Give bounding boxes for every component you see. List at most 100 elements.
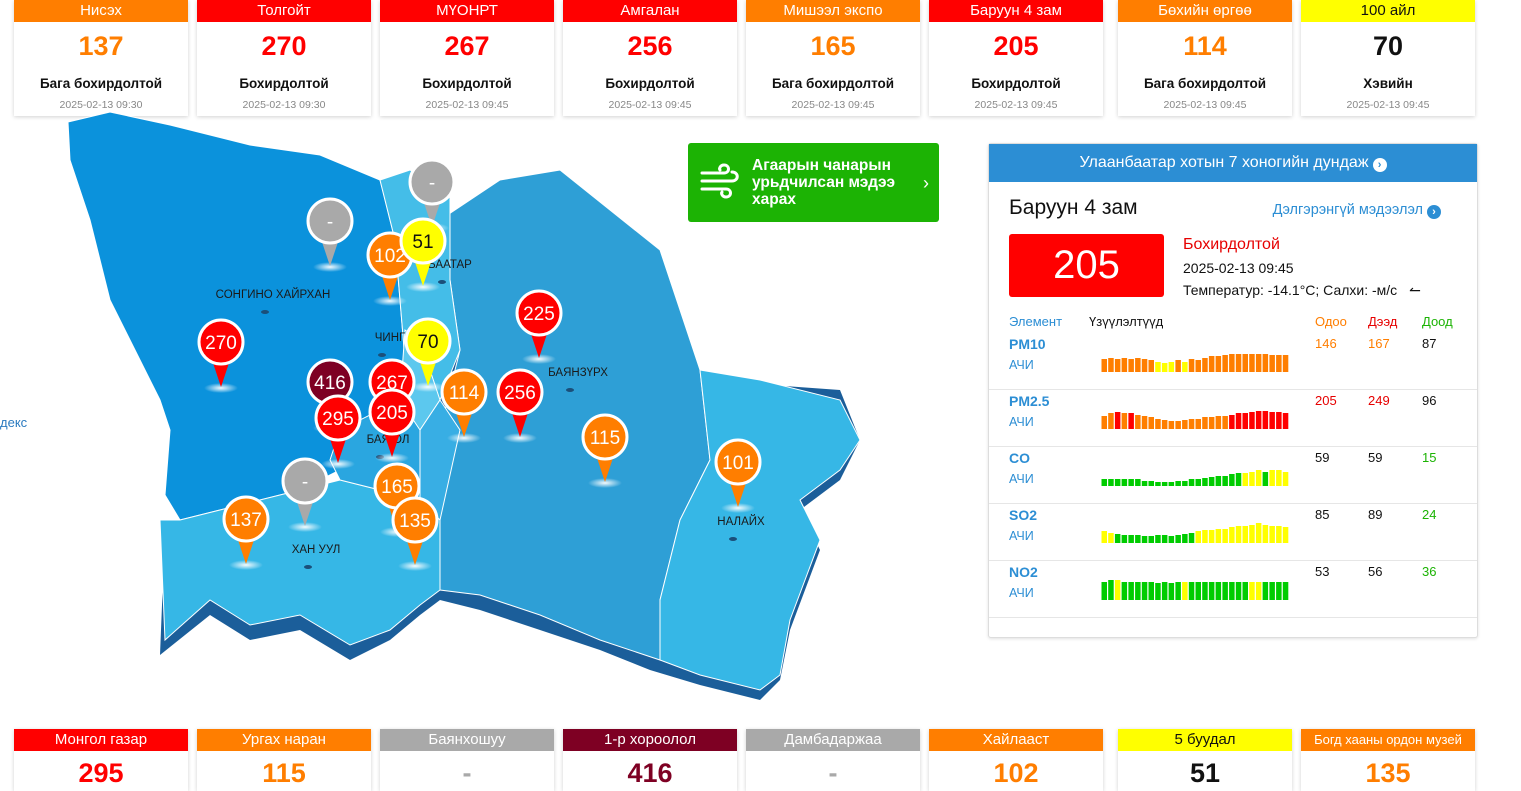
pollutant-high: 167: [1368, 336, 1390, 351]
station-card-name: МҮОНРТ: [380, 0, 554, 22]
col-high: Дээд: [1368, 314, 1398, 329]
station-card[interactable]: Дамбадаржаа -: [746, 729, 920, 791]
station-card[interactable]: Баруун 4 зам 205 Бохирдолтой 2025-02-13 09:…: [929, 0, 1103, 116]
station-card-name: Хайлааст: [929, 729, 1103, 751]
pollutant-bar: [1114, 580, 1121, 600]
station-marker-value: 101: [722, 453, 754, 474]
pollutant-bar: [1114, 534, 1121, 543]
pollutant-bar: [1249, 582, 1255, 600]
pollutant-row: CO АЧИ 59 59 15: [989, 446, 1477, 504]
station-card-level: Бохирдолтой: [239, 76, 329, 91]
station-card-time: 2025-02-13 09:45: [791, 99, 875, 111]
station-card-value: 51: [1189, 758, 1221, 788]
station-marker[interactable]: 51: [399, 217, 447, 292]
station-card[interactable]: МҮОНРТ 267 Бохирдолтой 2025-02-13 09:45: [380, 0, 554, 116]
wind-icon: [700, 163, 739, 199]
pollutant-bar: [1255, 523, 1262, 543]
station-card-level: Бохирдолтой: [605, 76, 695, 91]
pollutant-name: PM10: [1009, 336, 1046, 352]
pollutant-bar: [1208, 417, 1215, 429]
pollutant-bar: [1148, 536, 1154, 543]
station-marker[interactable]: 101: [714, 438, 762, 513]
station-card-name: Баруун 4 зам: [929, 0, 1103, 22]
pollutant-bar: [1282, 413, 1289, 429]
pollutant-bar: [1168, 583, 1175, 600]
aqi-level: Бохирдолтой: [1183, 236, 1280, 253]
station-card-name: Нисэх: [14, 0, 188, 22]
pollutant-bar: [1148, 481, 1154, 486]
station-card[interactable]: Ургах наран 115: [197, 729, 371, 791]
pollutant-bar: [1168, 482, 1175, 486]
pollutant-high: 59: [1368, 450, 1383, 465]
pollutant-bar: [1249, 412, 1255, 429]
station-card[interactable]: Бөхийн өргөө 114 Бага бохирдолтой 2025-02-1…: [1118, 0, 1292, 116]
pollutant-bar: [1148, 582, 1154, 600]
station-card[interactable]: 5 буудал 51: [1118, 729, 1292, 791]
station-card-name: Монгол газар: [14, 729, 188, 751]
station-card-level: Бохирдолтой: [971, 76, 1061, 91]
station-marker[interactable]: 225: [515, 289, 563, 364]
pollutant-bar: [1155, 419, 1161, 429]
district-label: НАЛАЙХ: [717, 515, 765, 528]
station-marker-value: 416: [314, 373, 346, 394]
pollutant-bar: [1229, 474, 1235, 486]
pollutant-bar: [1168, 536, 1175, 543]
station-marker-value: 70: [417, 332, 438, 353]
station-card[interactable]: 1-р хороолол 416: [563, 729, 737, 791]
pollutant-bar: [1222, 529, 1228, 543]
station-card[interactable]: 100 айл 70 Хэвийн 2025-02-13 09:45: [1301, 0, 1475, 116]
station-marker[interactable]: 205: [368, 388, 416, 463]
pollutant-bar: [1182, 362, 1188, 372]
legend-link[interactable]: декс: [0, 415, 28, 430]
station-marker-value: -: [327, 212, 333, 233]
pollutant-bar: [1155, 535, 1161, 543]
station-marker[interactable]: 270: [197, 318, 245, 393]
pollutant-bar: [1229, 582, 1235, 600]
pollutant-bar: [1155, 583, 1161, 600]
station-marker[interactable]: 137: [222, 495, 270, 570]
pollutant-bar: [1121, 413, 1128, 429]
pollutant-bar: [1155, 482, 1161, 486]
pollutant-name: PM2.5: [1009, 393, 1050, 409]
station-card[interactable]: Хайлааст 102: [929, 729, 1103, 791]
station-card[interactable]: Баянхошуу -: [380, 729, 554, 791]
pollutant-bar: [1135, 479, 1141, 486]
pollutant-unit: АЧИ: [1009, 415, 1034, 429]
station-card-name: Мишээл экспо: [746, 0, 920, 22]
pollutant-bar: [1242, 473, 1248, 486]
station-marker[interactable]: 295: [314, 394, 362, 469]
pollutant-bar: [1215, 529, 1222, 543]
pollutant-bar: [1182, 582, 1188, 600]
station-marker[interactable]: -: [281, 457, 329, 532]
station-card[interactable]: Нисэх 137 Бага бохирдолтой 2025-02-13 09:30: [14, 0, 188, 116]
pollutant-bar: [1282, 527, 1289, 543]
station-card[interactable]: Толгойт 270 Бохирдолтой 2025-02-13 09:30: [197, 0, 371, 116]
more-info-link[interactable]: Дэлгэрэнгүй мэдээлэл ›: [1273, 202, 1441, 219]
station-marker-value: 205: [376, 403, 408, 424]
station-card[interactable]: Мишээл экспо 165 Бага бохирдолтой 2025-02-1…: [746, 0, 920, 116]
pollutant-bar: [1202, 417, 1208, 429]
station-card-time: 2025-02-13 09:30: [242, 99, 326, 111]
station-marker[interactable]: -: [306, 197, 354, 272]
weekly-average-link[interactable]: Улаанбаатар хотын 7 хоногийн дундаж ›: [989, 144, 1477, 182]
station-marker[interactable]: 135: [391, 496, 439, 571]
station-card[interactable]: Богд хааны ордон музей 135: [1301, 729, 1475, 791]
station-marker[interactable]: 256: [496, 368, 544, 443]
pollutant-bar: [1101, 479, 1107, 486]
station-card[interactable]: Монгол газар 295: [14, 729, 188, 791]
district-nalaikh[interactable]: [659, 369, 861, 691]
pollutant-bar: [1135, 415, 1141, 429]
pollutant-bar: [1208, 356, 1215, 372]
station-marker[interactable]: 70: [404, 317, 452, 392]
station-marker[interactable]: 114: [440, 368, 488, 443]
station-card[interactable]: Амгалан 256 Бохирдолтой 2025-02-13 09:45: [563, 0, 737, 116]
pollutant-unit: АЧИ: [1009, 358, 1034, 372]
pollutant-bar: [1235, 582, 1242, 600]
pollutant-bar: [1269, 526, 1275, 543]
forecast-button[interactable]: Агаарын чанарын урьдчилсан мэдээ харах ›: [688, 143, 939, 222]
pollutant-bar: [1141, 359, 1148, 372]
district-dot: [729, 537, 737, 541]
pollutant-bar: [1195, 531, 1201, 543]
station-marker[interactable]: 115: [581, 413, 629, 488]
pollutant-current: 146: [1315, 336, 1337, 351]
